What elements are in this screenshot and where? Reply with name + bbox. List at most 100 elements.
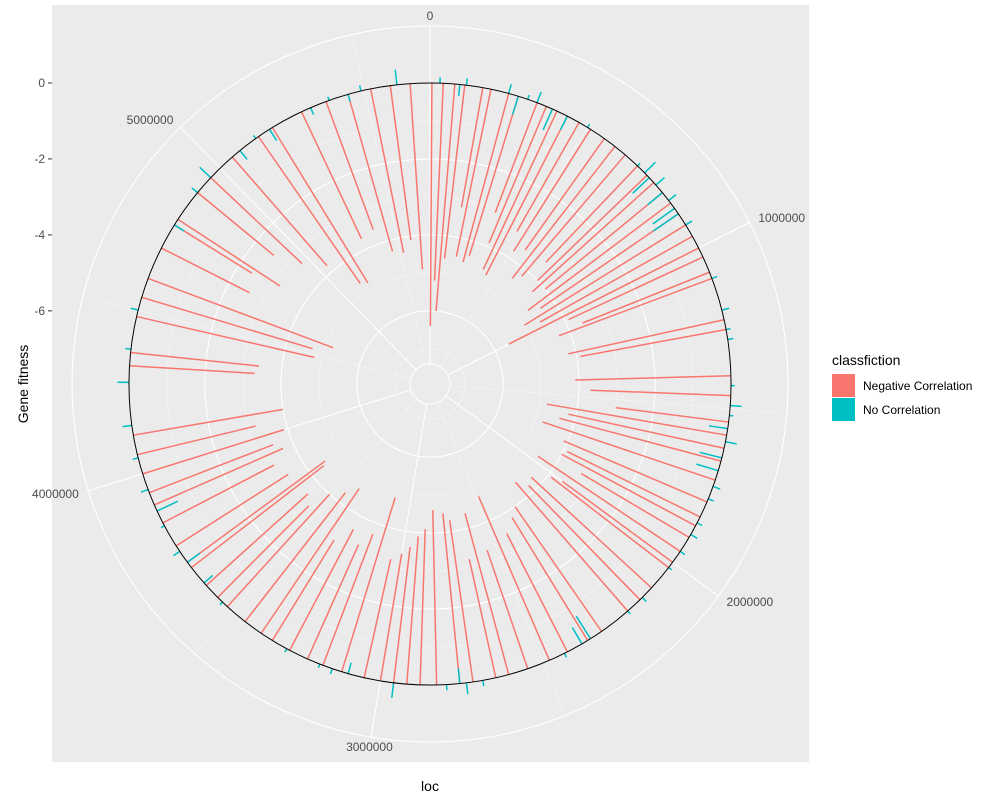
data-segment (575, 615, 592, 640)
data-segment (142, 428, 285, 475)
data-segment (531, 182, 655, 293)
data-segment (409, 83, 424, 270)
data-segment (679, 550, 686, 556)
data-segment (486, 549, 529, 669)
data-segment (528, 484, 641, 601)
data-segment (268, 128, 278, 141)
data-segment (511, 145, 616, 279)
data-segment (129, 365, 255, 375)
data-segment (148, 443, 274, 494)
data-segment (725, 440, 737, 445)
data-segment (727, 337, 734, 341)
radial-tick-label: 0 (38, 76, 45, 90)
data-segment (482, 110, 558, 270)
data-segment (690, 533, 698, 539)
data-segment (530, 476, 652, 589)
data-segment (494, 102, 538, 213)
data-segment (341, 497, 396, 673)
data-segment (468, 95, 519, 257)
minor-grid-spoke (437, 402, 565, 716)
legend-swatch-no-correlation (832, 398, 855, 421)
angular-tick-label: 1000000 (758, 211, 805, 225)
data-segment (369, 88, 405, 253)
data-segment (392, 547, 411, 683)
data-segment (133, 408, 284, 436)
data-segment (419, 529, 426, 685)
data-segment (389, 85, 412, 241)
data-segment (288, 529, 355, 651)
data-segment (284, 648, 288, 653)
data-segment (655, 176, 665, 186)
data-segment (708, 425, 728, 430)
data-segment (615, 406, 729, 423)
data-segment (327, 96, 330, 101)
data-segment (460, 87, 484, 208)
data-segment (468, 558, 497, 678)
data-segment (721, 307, 730, 311)
data-segment (582, 271, 710, 324)
data-segment (537, 455, 681, 553)
data-segment (568, 256, 704, 321)
data-segment (712, 485, 721, 490)
data-segment (457, 668, 461, 684)
data-segment (226, 493, 331, 608)
data-segment (514, 506, 603, 632)
radial-axis: 0 -2 -4 -6 (34, 76, 52, 318)
data-segment (539, 235, 693, 323)
data-segment (516, 122, 580, 232)
angular-tick-label: 2000000 (727, 595, 774, 609)
data-segment (507, 84, 512, 94)
data-segment (174, 224, 253, 274)
data-segment (322, 533, 374, 666)
data-segment (627, 610, 631, 615)
data-segment (306, 544, 360, 660)
data-segment (199, 166, 212, 179)
data-segment (175, 473, 289, 547)
data-segment (568, 319, 725, 355)
data-segment (462, 93, 510, 263)
data-segment (546, 403, 727, 436)
radial-tick-label: -6 (34, 304, 45, 318)
data-segment (210, 177, 303, 265)
data-segment (477, 496, 551, 661)
x-axis-title: loc (421, 778, 439, 794)
data-segment (652, 207, 675, 225)
data-segment (514, 481, 629, 612)
data-segment (205, 493, 309, 586)
data-segment (464, 513, 510, 675)
data-segment (130, 351, 260, 367)
data-segment (448, 520, 474, 683)
data-segment (561, 453, 696, 527)
data-segment (379, 553, 403, 682)
legend-label-no-correlation: No Correlation (863, 403, 940, 417)
data-segment (347, 94, 394, 252)
data-segments (117, 69, 742, 698)
data-segment (177, 218, 281, 287)
data-segment (559, 115, 569, 131)
data-segment (536, 91, 542, 103)
data-segment (521, 154, 626, 277)
legend-swatch-negative (832, 374, 855, 397)
data-segment (125, 347, 132, 350)
data-segment (130, 307, 139, 311)
data-segment (527, 202, 672, 311)
angular-tick-label: 4000000 (32, 487, 79, 501)
radial-tick-label: -2 (34, 152, 45, 166)
data-segment (217, 505, 310, 598)
data-segment (132, 457, 139, 461)
data-segment (141, 296, 313, 350)
data-segment (317, 663, 321, 668)
data-segment (524, 138, 605, 251)
data-segment (406, 536, 419, 685)
data-segment (186, 460, 326, 563)
data-segment (394, 69, 398, 85)
data-segment (457, 84, 461, 96)
data-segment (587, 123, 591, 128)
data-segment (544, 192, 663, 290)
data-segment (190, 465, 325, 569)
data-segment (644, 161, 656, 174)
data-segment (252, 134, 257, 139)
data-segment (632, 177, 650, 194)
data-segment (363, 558, 392, 678)
